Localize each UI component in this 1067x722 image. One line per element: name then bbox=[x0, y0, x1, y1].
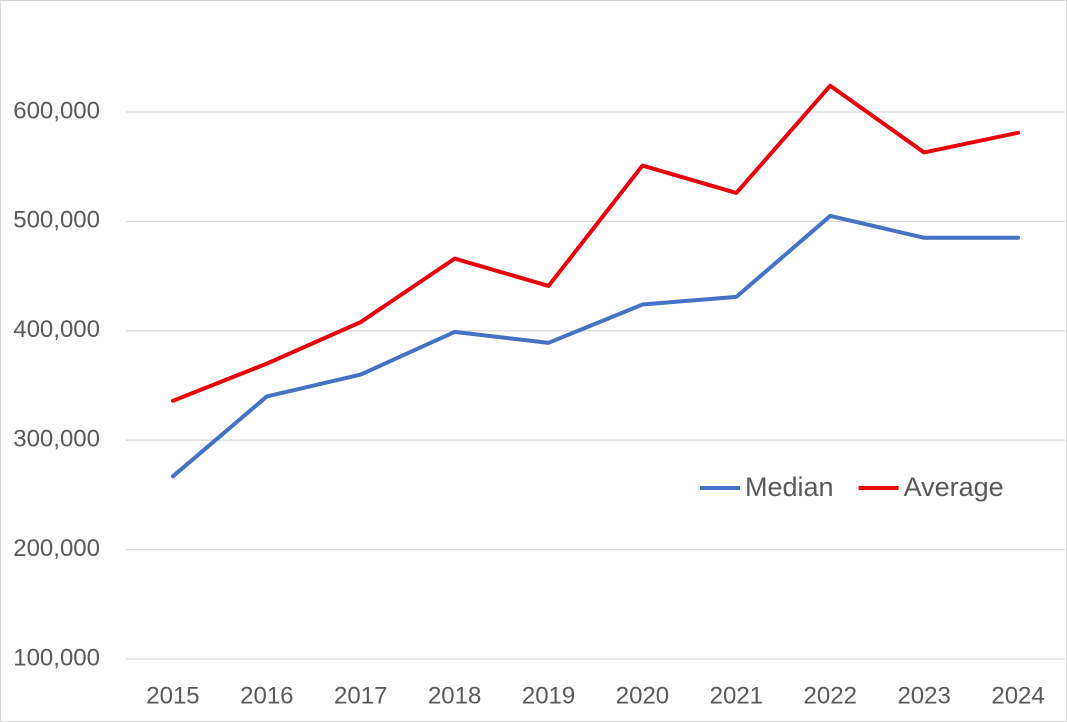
line-series bbox=[170, 213, 1021, 479]
x-tick-label: 2015 bbox=[146, 682, 199, 709]
x-tick-label: 2017 bbox=[334, 682, 387, 709]
y-tick-label: 600,000 bbox=[13, 97, 100, 124]
x-tick-label: 2018 bbox=[428, 682, 481, 709]
x-tick-label: 2019 bbox=[522, 682, 575, 709]
y-tick-label: 500,000 bbox=[13, 207, 100, 234]
y-tick-label: 200,000 bbox=[13, 535, 100, 562]
x-tick-label: 2020 bbox=[616, 682, 669, 709]
legend-label: Median bbox=[745, 472, 834, 502]
y-tick-label: 100,000 bbox=[13, 644, 100, 671]
x-tick-label: 2021 bbox=[710, 682, 763, 709]
x-tick-label: 2016 bbox=[240, 682, 293, 709]
line-series bbox=[170, 83, 1021, 403]
y-tick-label: 300,000 bbox=[13, 426, 100, 453]
y-tick-label: 400,000 bbox=[13, 316, 100, 343]
x-tick-label: 2022 bbox=[804, 682, 857, 709]
legend-label: Average bbox=[904, 472, 1004, 502]
x-tick-label: 2023 bbox=[897, 682, 950, 709]
x-tick-label: 2024 bbox=[991, 682, 1044, 709]
